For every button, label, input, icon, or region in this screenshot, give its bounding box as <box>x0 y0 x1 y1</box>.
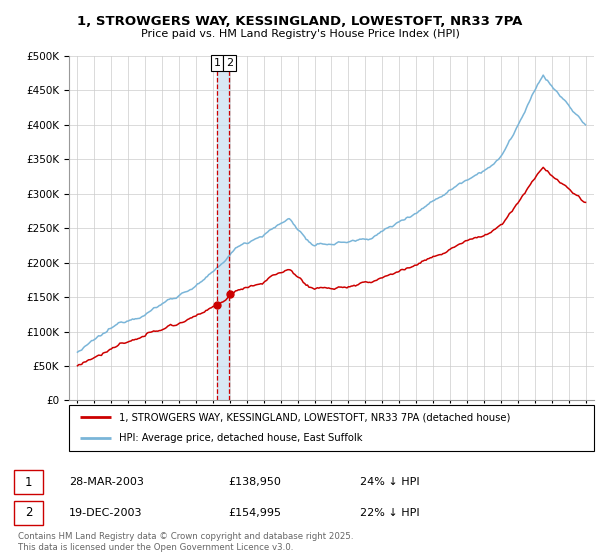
Text: 22% ↓ HPI: 22% ↓ HPI <box>360 508 419 518</box>
Text: £138,950: £138,950 <box>228 477 281 487</box>
Text: 1: 1 <box>214 58 220 68</box>
Bar <box>217 56 229 400</box>
Text: 19-DEC-2003: 19-DEC-2003 <box>69 508 143 518</box>
Text: 24% ↓ HPI: 24% ↓ HPI <box>360 477 419 487</box>
Text: 1, STROWGERS WAY, KESSINGLAND, LOWESTOFT, NR33 7PA: 1, STROWGERS WAY, KESSINGLAND, LOWESTOFT… <box>77 15 523 28</box>
Text: Contains HM Land Registry data © Crown copyright and database right 2025.
This d: Contains HM Land Registry data © Crown c… <box>18 532 353 552</box>
Text: 1: 1 <box>25 475 32 489</box>
Text: 2: 2 <box>226 58 233 68</box>
Text: Price paid vs. HM Land Registry's House Price Index (HPI): Price paid vs. HM Land Registry's House … <box>140 29 460 39</box>
Text: 2: 2 <box>25 506 32 520</box>
Text: 28-MAR-2003: 28-MAR-2003 <box>69 477 144 487</box>
Text: HPI: Average price, detached house, East Suffolk: HPI: Average price, detached house, East… <box>119 433 362 444</box>
Text: £154,995: £154,995 <box>228 508 281 518</box>
Text: 1, STROWGERS WAY, KESSINGLAND, LOWESTOFT, NR33 7PA (detached house): 1, STROWGERS WAY, KESSINGLAND, LOWESTOFT… <box>119 412 510 422</box>
